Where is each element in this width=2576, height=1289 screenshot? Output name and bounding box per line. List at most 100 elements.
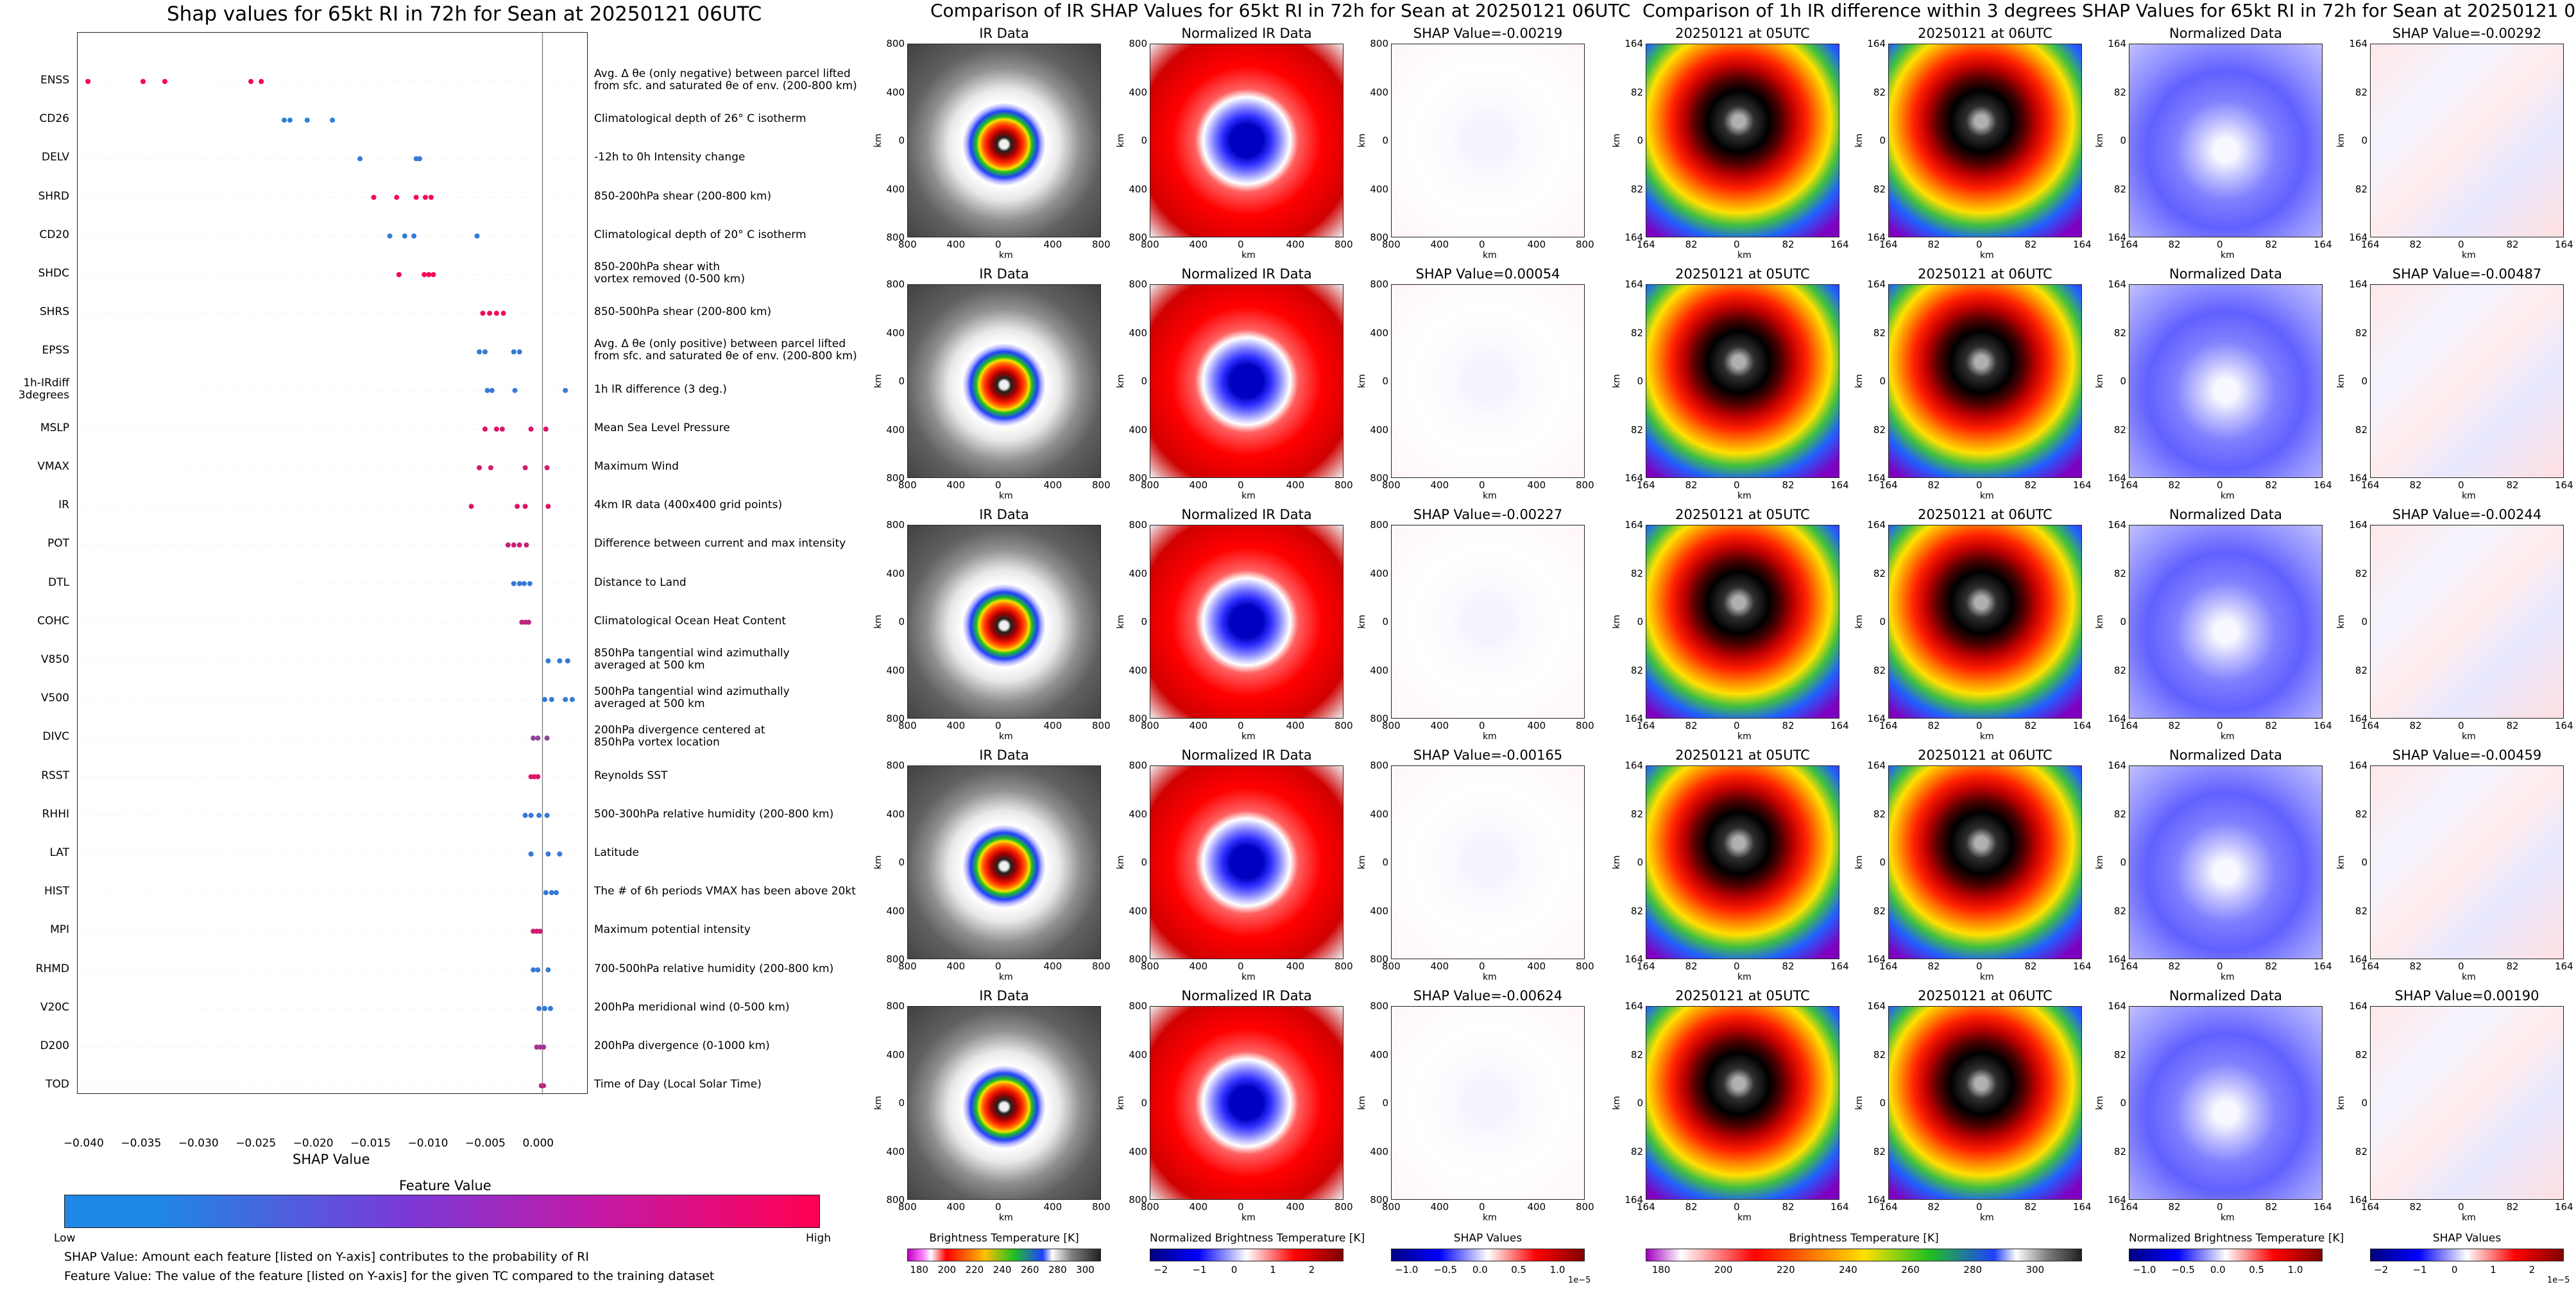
colorbar-tick-label: 200 — [1714, 1264, 1733, 1276]
axis-tick-label: 400 — [946, 479, 966, 491]
axis-tick-label: 82 — [1873, 86, 1886, 98]
shap-point — [535, 774, 541, 780]
axis-tick-label: 82 — [1630, 808, 1643, 820]
right-title: Comparison of 1h IR difference within 3 … — [1642, 0, 2576, 21]
panel-title: 20250121 at 06UTC — [1918, 507, 2052, 522]
axis-tick-label: 82 — [1630, 183, 1643, 195]
axis-tick-label: 82 — [2168, 1201, 2181, 1213]
feature-description: 850-500hPa shear (200-800 km) — [594, 305, 772, 319]
colorbar-tick-label: 0 — [2451, 1264, 2458, 1276]
shap-beeswarm-plot — [77, 32, 588, 1095]
axis-tick-label: 0 — [2458, 720, 2464, 731]
axis-tick-label: 0 — [1141, 616, 1147, 627]
axis-tick-label: 164 — [1879, 960, 1898, 972]
axis-tick-label: 82 — [1782, 239, 1795, 250]
axis-tick-label: 0 — [2361, 135, 2367, 146]
shap-point — [500, 311, 506, 316]
axis-tick-label: 400 — [1043, 960, 1062, 972]
axis-tick-label: 800 — [898, 239, 917, 250]
shap-point — [511, 349, 516, 355]
shap-point — [477, 465, 482, 470]
colorbar-tick-label: 1 — [2490, 1264, 2496, 1276]
feature-name: SHRD — [38, 189, 69, 203]
colorbar-tick-label: 2 — [1308, 1264, 1315, 1276]
axis-tick-label: 0 — [1479, 479, 1485, 491]
axis-tick-label: 164 — [2108, 713, 2126, 724]
shap-point — [516, 349, 522, 355]
axis-tick-label: 82 — [1782, 1201, 1795, 1213]
axis-tick-label: 0 — [1879, 616, 1886, 627]
axis-tick-label: 0 — [898, 1097, 905, 1109]
ir-06utc-panel — [1888, 1006, 2082, 1200]
axis-tick-label: 164 — [1867, 1000, 1886, 1012]
x-tick-label: −0.020 — [293, 1137, 334, 1150]
shap-point — [396, 272, 402, 277]
axis-tick-label: 164 — [1830, 960, 1849, 972]
axis-tick-label: 164 — [1625, 713, 1643, 724]
shap-point — [426, 272, 432, 277]
shap-point — [417, 156, 423, 162]
panel-title: 20250121 at 06UTC — [1918, 747, 2052, 763]
feature-name: MSLP — [40, 421, 69, 434]
axis-tick-label: 400 — [1129, 327, 1147, 339]
y-axis-label: km — [2094, 615, 2105, 629]
shap-point — [522, 504, 528, 509]
panel-title: Normalized Data — [2169, 988, 2282, 1003]
feature-name: POT — [47, 537, 69, 551]
colorbar-tick-label: 0.0 — [2210, 1264, 2226, 1276]
x-axis-label: km — [999, 972, 1013, 982]
feature-description: The # of 6h periods VMAX has been above … — [594, 885, 856, 898]
axis-tick-label: 400 — [1527, 1201, 1546, 1213]
axis-tick-label: 400 — [1527, 239, 1546, 250]
axis-tick-label: 164 — [2361, 960, 2380, 972]
axis-tick-label: 400 — [1370, 567, 1388, 579]
x-axis-label: km — [2221, 1213, 2235, 1223]
x-axis-label: km — [1241, 491, 1256, 501]
axis-tick-label: 164 — [2120, 479, 2138, 491]
axis-tick-label: 0 — [995, 239, 1002, 250]
axis-tick-label: 800 — [1141, 479, 1159, 491]
y-axis-label: km — [1356, 374, 1367, 388]
axis-tick-label: 82 — [1630, 1048, 1643, 1061]
axis-tick-label: 800 — [1370, 519, 1388, 531]
axis-tick-label: 0 — [1479, 960, 1485, 972]
axis-tick-label: 164 — [1625, 38, 1643, 49]
axis-tick-label: 164 — [2361, 720, 2380, 731]
normalized-ir-panel — [1150, 284, 1343, 478]
shap-point — [569, 697, 575, 703]
panel-title: SHAP Value=-0.00244 — [2392, 507, 2542, 522]
feature-description: 200hPa divergence (0-1000 km) — [594, 1039, 770, 1052]
axis-tick-label: 164 — [1625, 472, 1643, 484]
y-axis-label: km — [1854, 133, 1864, 148]
shap-point — [565, 658, 570, 663]
axis-tick-label: 400 — [886, 905, 905, 917]
colorbar-tick-label: 220 — [1777, 1264, 1795, 1276]
axis-tick-label: 82 — [2355, 86, 2367, 98]
axis-tick-label: 164 — [1625, 278, 1643, 290]
axis-tick-label: 164 — [2349, 713, 2367, 724]
axis-tick-label: 0 — [2361, 375, 2367, 387]
ir-05utc-panel — [1646, 1006, 1839, 1200]
x-axis-label: km — [1737, 1213, 1752, 1223]
axis-tick-label: 164 — [1625, 953, 1643, 965]
feature-name: LAT — [49, 846, 69, 859]
y-axis-label: km — [2094, 133, 2105, 148]
ir-brightness-colorbar — [907, 1249, 1101, 1261]
diff-normalized-colorbar — [2129, 1249, 2323, 1261]
shap-point — [535, 967, 541, 973]
axis-tick-label: 400 — [1286, 960, 1305, 972]
colorbar-tick-label: −2 — [1154, 1264, 1168, 1276]
x-tick-label: −0.015 — [350, 1137, 391, 1150]
axis-tick-label: 0 — [1976, 239, 1983, 250]
axis-tick-label: 0 — [2217, 479, 2223, 491]
axis-tick-label: 164 — [2108, 278, 2126, 290]
axis-tick-label: 400 — [1129, 905, 1147, 917]
shap-point — [527, 581, 533, 586]
panel-title: SHAP Value=0.00054 — [1415, 266, 1560, 282]
axis-tick-label: 400 — [1370, 423, 1388, 436]
colorbar-tick-label: 1.0 — [1549, 1264, 1565, 1276]
axis-tick-label: 0 — [1238, 1201, 1244, 1213]
feature-name: IR — [58, 499, 69, 512]
shap-point — [536, 812, 542, 818]
axis-tick-label: 0 — [898, 135, 905, 146]
